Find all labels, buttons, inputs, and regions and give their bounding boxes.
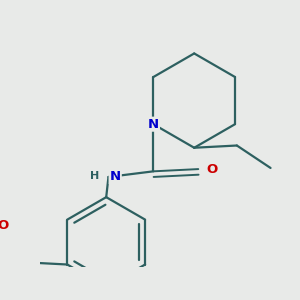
Text: O: O [0, 219, 9, 232]
Text: N: N [110, 170, 121, 183]
Text: H: H [90, 171, 100, 181]
Text: N: N [148, 118, 159, 131]
Text: O: O [206, 163, 218, 176]
